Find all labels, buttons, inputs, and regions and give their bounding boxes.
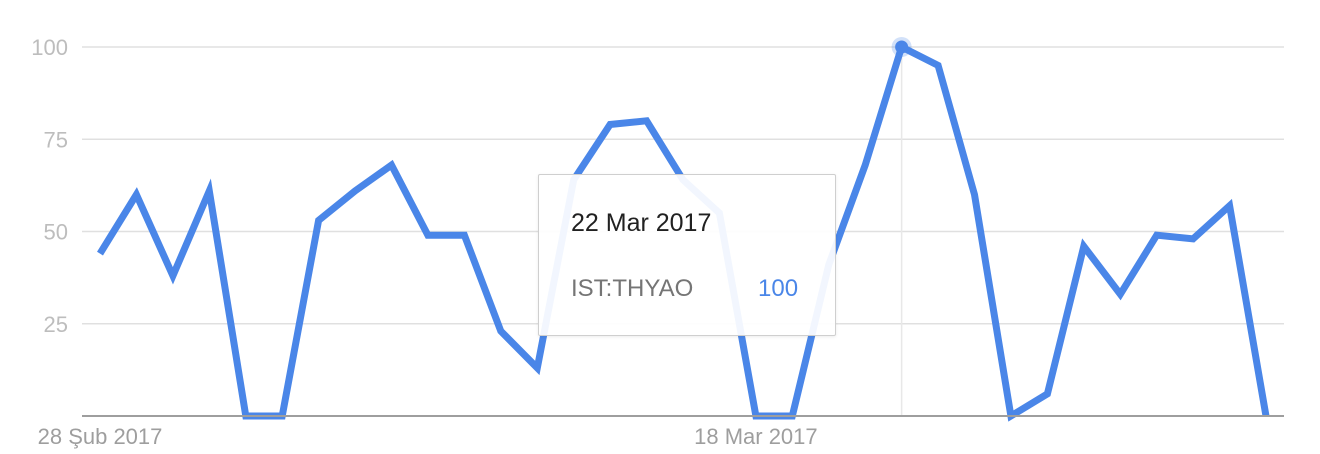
data-point	[1117, 291, 1123, 297]
data-point	[1227, 203, 1233, 209]
y-tick-label: 75	[44, 127, 68, 152]
chart-tooltip: 22 Mar 2017 IST:THYAO 100	[538, 174, 836, 336]
data-point	[389, 162, 395, 168]
data-point	[1190, 236, 1196, 242]
data-point	[170, 273, 176, 279]
tooltip-value: 100	[758, 275, 799, 302]
data-point	[534, 365, 540, 371]
data-point	[352, 188, 358, 194]
x-tick-label: 18 Mar 2017	[694, 424, 818, 449]
data-point	[1044, 391, 1050, 397]
data-point	[644, 118, 650, 124]
data-point	[206, 188, 212, 194]
data-point	[133, 192, 139, 198]
data-point	[461, 232, 467, 238]
data-point	[862, 162, 868, 168]
data-point	[425, 232, 431, 238]
tooltip-series-label: IST:THYAO	[571, 275, 694, 302]
x-axis-tick-labels: 28 Şub 2017 18 Mar 2017	[38, 424, 818, 449]
data-point	[972, 192, 978, 198]
y-tick-label: 25	[44, 312, 68, 337]
data-point	[1154, 232, 1160, 238]
data-point	[97, 251, 103, 257]
highlight-point	[895, 40, 909, 54]
data-point	[935, 62, 941, 68]
data-point	[498, 328, 504, 334]
data-point	[1081, 243, 1087, 249]
series-points	[97, 37, 1233, 397]
x-tick-label: 28 Şub 2017	[38, 424, 163, 449]
tooltip-date: 22 Mar 2017	[571, 209, 712, 237]
y-tick-label: 100	[31, 35, 68, 60]
y-tick-label: 50	[44, 220, 68, 245]
data-point	[607, 121, 613, 127]
y-axis-tick-labels: 25 50 75 100	[31, 35, 68, 337]
data-point	[316, 217, 322, 223]
